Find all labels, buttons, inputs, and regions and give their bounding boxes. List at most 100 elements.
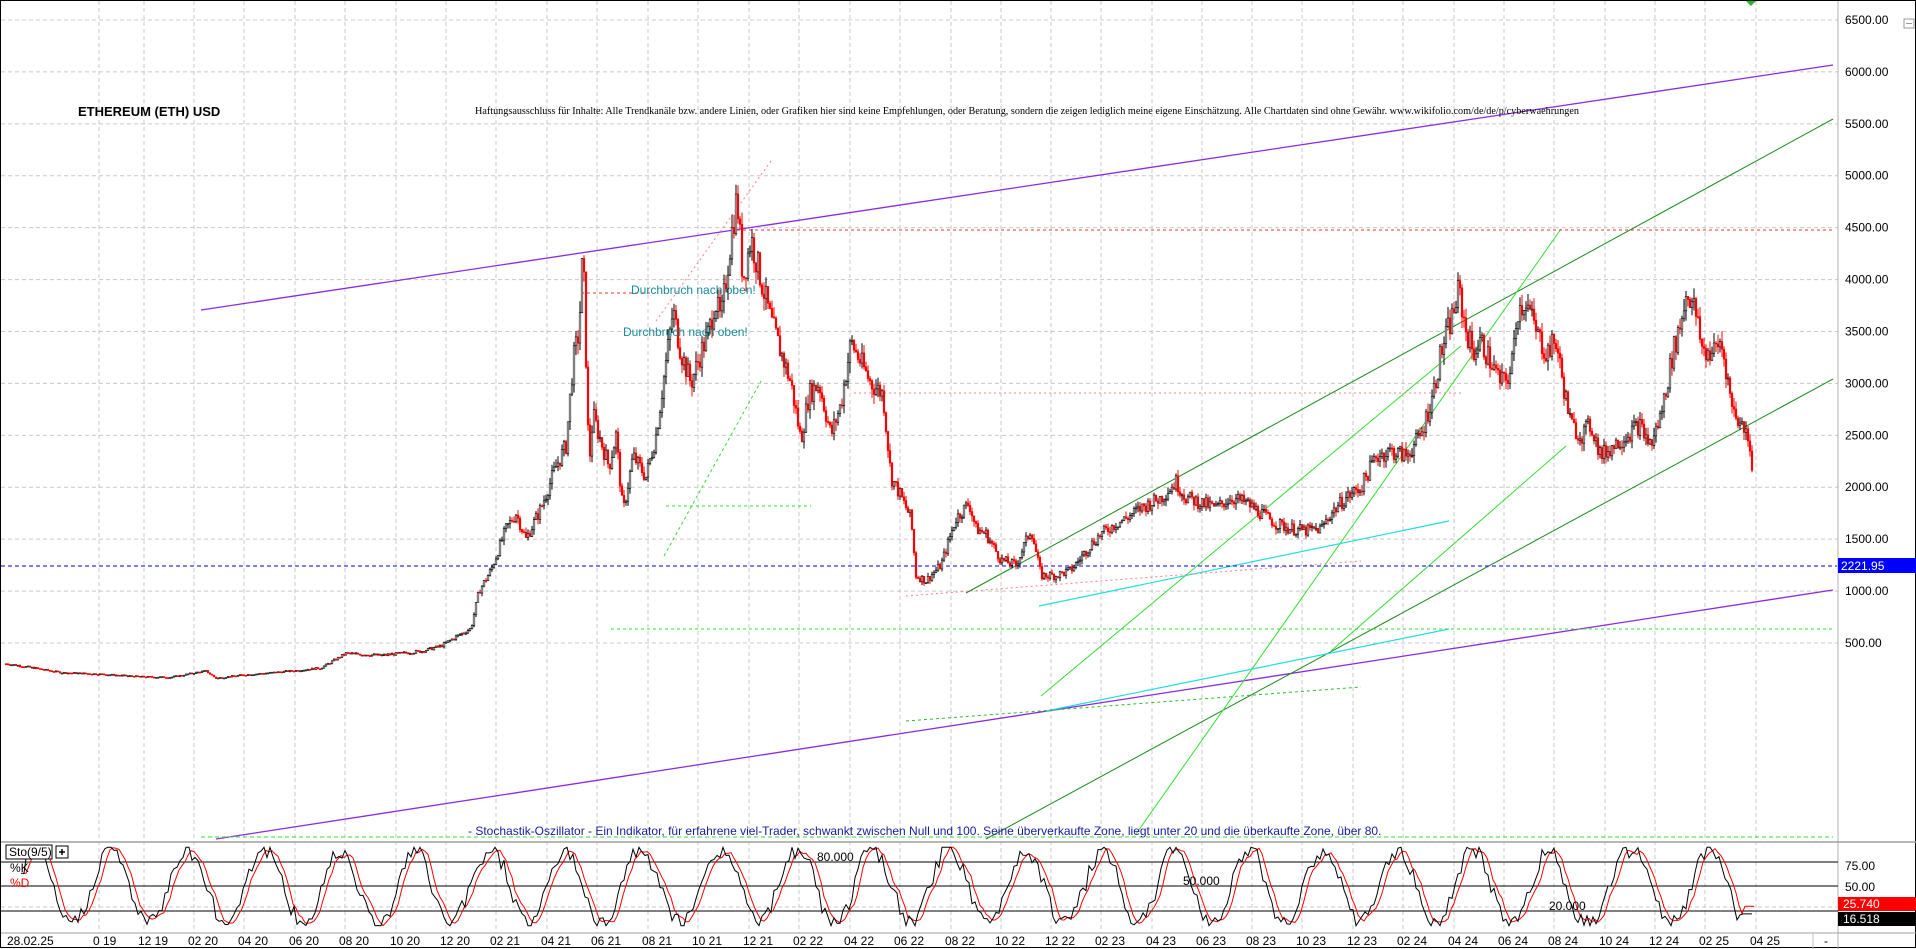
candle-body xyxy=(1142,503,1146,507)
candle-body xyxy=(1070,566,1074,572)
candle-body xyxy=(878,384,882,397)
chart-title: ETHEREUM (ETH) USD xyxy=(78,104,220,119)
candle-body xyxy=(848,340,852,363)
cyan-trend-1[interactable] xyxy=(1038,520,1450,607)
candle-body xyxy=(1328,519,1332,521)
candle-body xyxy=(1180,494,1184,497)
candle-body xyxy=(212,674,216,678)
x-axis-label: 10 22 xyxy=(995,934,1025,948)
candle-body xyxy=(1614,439,1618,450)
candle-body xyxy=(426,647,430,651)
candle-body xyxy=(782,353,786,368)
candle-body xyxy=(670,318,674,330)
candle-body xyxy=(1356,489,1360,493)
candle-body xyxy=(548,483,552,497)
candle-body xyxy=(66,672,70,675)
dark-green-trend-upper[interactable] xyxy=(965,118,1834,594)
x-axis-label: 12 24 xyxy=(1649,934,1679,948)
candle-body xyxy=(396,652,400,654)
candle-body xyxy=(814,384,818,392)
candle-body xyxy=(802,431,806,443)
stochastic-d-line[interactable] xyxy=(22,846,1754,927)
sto-axis-75: 75.00 xyxy=(1845,859,1875,873)
x-axis-label: 06 22 xyxy=(894,934,924,948)
candle-body xyxy=(1524,307,1528,311)
candle-body xyxy=(1506,380,1510,384)
cyan-trend-2[interactable] xyxy=(1045,628,1450,712)
candle-body xyxy=(774,317,778,329)
candle-body xyxy=(700,341,704,368)
candle-body xyxy=(1570,413,1574,420)
y-axis-label: 4500.00 xyxy=(1845,221,1889,235)
y-axis-label: 2500.00 xyxy=(1845,428,1889,442)
x-axis-label: 12 23 xyxy=(1347,934,1377,948)
indicator-name-box[interactable] xyxy=(5,844,53,860)
candle-body xyxy=(50,670,54,673)
candle-body xyxy=(954,522,958,528)
annotation-breakout-1[interactable]: Durchbruch nach oben! xyxy=(631,283,756,297)
candle-body xyxy=(910,509,914,530)
candle-body xyxy=(646,462,650,478)
candle-body xyxy=(398,651,402,654)
alert-marker-icon[interactable] xyxy=(1746,1,1756,6)
candle-body xyxy=(680,357,684,366)
candle-body xyxy=(1086,552,1090,556)
candle-body xyxy=(220,677,224,679)
candle-body xyxy=(1348,491,1352,498)
y-axis-label: 2000.00 xyxy=(1845,480,1889,494)
x-axis-label: 02 20 xyxy=(188,934,218,948)
candle-body xyxy=(788,378,792,381)
light-green-trend-2[interactable] xyxy=(1040,345,1462,697)
light-green-trend-3[interactable] xyxy=(1330,445,1567,652)
candle-body xyxy=(704,331,708,352)
candle-body xyxy=(566,421,570,454)
candle-body xyxy=(1636,421,1640,436)
candle-body xyxy=(1410,455,1414,457)
candle-body xyxy=(632,452,636,460)
candle-body xyxy=(230,675,234,678)
candle-body xyxy=(988,540,992,544)
collapse-icon[interactable] xyxy=(1903,18,1915,29)
candle-body xyxy=(736,193,740,220)
light-green-trend-1[interactable] xyxy=(1135,228,1562,835)
candlesticks[interactable] xyxy=(4,184,1754,680)
candle-body xyxy=(1712,342,1716,354)
candle-body xyxy=(1604,445,1608,458)
candle-body xyxy=(372,653,376,656)
annotation-breakout-2[interactable]: Durchbruch nach oben! xyxy=(623,325,748,339)
dark-green-trend-lower[interactable] xyxy=(985,378,1834,840)
candle-body xyxy=(928,575,932,581)
candle-body xyxy=(166,677,170,679)
candle-body xyxy=(1432,383,1436,397)
candle-body xyxy=(1418,432,1422,437)
candle-body xyxy=(990,540,994,544)
candle-body xyxy=(352,652,356,655)
candle-body xyxy=(1234,498,1238,505)
candle-body xyxy=(360,654,364,657)
candle-body xyxy=(806,403,810,411)
stochastic-k-line[interactable] xyxy=(20,845,1752,928)
candle-body xyxy=(182,675,186,677)
candle-body xyxy=(1074,562,1078,568)
candle-body xyxy=(300,670,304,673)
candle-body xyxy=(514,514,518,522)
candle-body xyxy=(1034,543,1038,553)
candle-body xyxy=(550,470,554,484)
candle-body xyxy=(234,675,238,678)
upper-channel-line[interactable] xyxy=(200,64,1834,311)
lower-channel-line[interactable] xyxy=(215,589,1834,840)
candle-body xyxy=(196,671,200,674)
candle-body xyxy=(1362,473,1366,493)
candle-body xyxy=(1264,509,1268,513)
candle-body xyxy=(1676,327,1680,353)
candle-body xyxy=(1242,494,1246,503)
candle-body xyxy=(1198,506,1202,509)
candle-body xyxy=(720,300,724,312)
x-axis-end-marker[interactable]: - xyxy=(1824,934,1828,948)
candle-body xyxy=(1498,369,1502,384)
x-axis-label: 08 20 xyxy=(339,934,369,948)
candle-body xyxy=(894,481,898,483)
candle-body xyxy=(1606,451,1610,458)
candle-body xyxy=(1714,342,1718,345)
